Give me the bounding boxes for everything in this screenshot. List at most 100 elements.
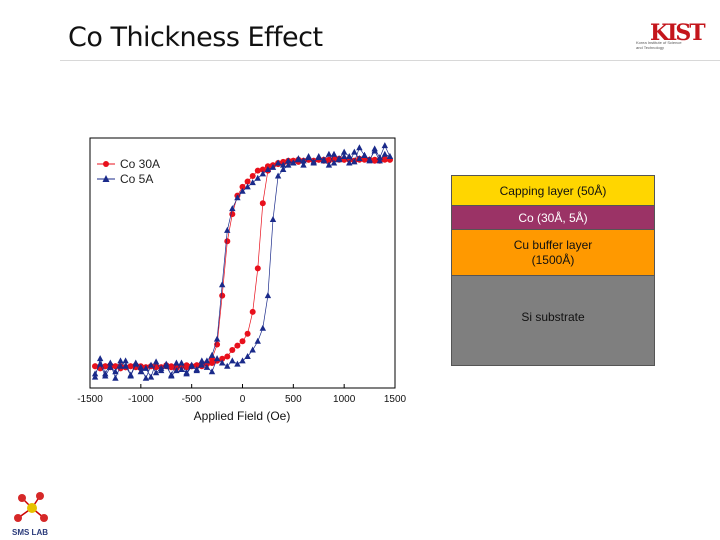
data-point (285, 161, 292, 168)
slide-title: Co Thickness Effect (68, 22, 323, 53)
data-point (127, 371, 134, 378)
data-point (234, 360, 241, 367)
data-point (137, 363, 145, 370)
data-point (249, 179, 256, 186)
data-point (152, 358, 160, 365)
data-point (381, 155, 388, 162)
x-tick-label: 0 (240, 394, 246, 405)
x-axis-label: Applied Field (Oe) (194, 409, 291, 423)
data-point (239, 183, 246, 190)
data-point (224, 238, 231, 245)
data-point (279, 166, 287, 173)
x-tick-label: -1000 (128, 394, 154, 405)
sms-lab-molecule-logo (14, 492, 48, 522)
data-point (269, 163, 277, 170)
data-point (254, 265, 261, 272)
data-point (310, 158, 317, 165)
data-point (208, 368, 216, 375)
data-point (249, 308, 256, 315)
data-point (147, 361, 155, 368)
data-point (203, 363, 211, 370)
legend: Co 30A Co 5A (97, 157, 160, 186)
layer-si-substrate: Si substrate (451, 275, 655, 366)
data-point (218, 359, 226, 366)
data-point (209, 360, 215, 366)
data-point (325, 150, 333, 157)
data-point (193, 362, 200, 369)
hysteresis-chart: -1500 -1000 -500 0 500 1000 1500 Applied Field… (77, 137, 407, 423)
data-point (178, 359, 185, 366)
data-point (254, 174, 261, 181)
x-tick-label: -1500 (77, 394, 103, 405)
data-point (381, 142, 389, 149)
layer-stack-diagram: Capping layer (50Å) Co (30Å, 5Å) Cu buff… (451, 175, 655, 366)
data-point (351, 158, 358, 165)
data-point (122, 357, 129, 364)
data-point (224, 353, 231, 360)
data-point (198, 357, 206, 364)
data-point (320, 156, 328, 163)
data-point (356, 155, 363, 162)
x-tick-label: 1000 (333, 394, 356, 405)
data-point (351, 148, 358, 155)
data-point (188, 362, 195, 369)
data-point (152, 369, 160, 376)
x-axis-ticks: -1500 -1000 -500 0 500 1000 1500 (77, 384, 407, 405)
data-point (173, 367, 180, 374)
data-point (142, 364, 150, 371)
data-point (213, 355, 221, 362)
data-point (259, 324, 267, 331)
data-point (249, 346, 256, 353)
layer-cu-buffer: Cu buffer layer (1500Å) (451, 229, 655, 275)
data-point (290, 159, 297, 166)
data-point (249, 173, 256, 179)
data-point (371, 157, 378, 164)
data-point (386, 152, 394, 159)
data-point (325, 161, 333, 168)
data-point (219, 292, 226, 299)
data-point (376, 157, 383, 164)
data-point (259, 200, 266, 207)
data-point (117, 362, 124, 369)
series-co-5a (91, 142, 394, 381)
data-point (315, 154, 322, 161)
data-point (142, 374, 150, 381)
plot-frame (89, 137, 396, 389)
data-point (147, 373, 155, 380)
data-point (91, 373, 99, 380)
data-point (254, 337, 261, 344)
data-point (264, 166, 272, 173)
data-point (244, 330, 251, 337)
legend-label-co-30a: Co 30A (120, 157, 160, 171)
kist-logo-letters: KIST (650, 20, 706, 46)
data-point (218, 281, 226, 288)
data-point (102, 363, 109, 370)
data-point (330, 150, 338, 157)
data-point (234, 342, 241, 349)
data-point (300, 161, 307, 168)
data-point (269, 216, 277, 223)
data-point (305, 152, 312, 159)
kist-logo-caption: Korea Institute of Science and Technolog… (636, 40, 682, 50)
data-point (224, 362, 231, 369)
data-marks (91, 142, 394, 381)
data-point (371, 147, 378, 154)
data-point (244, 178, 251, 185)
data-point (335, 155, 343, 162)
legend-label-co-5a: Co 5A (120, 172, 153, 186)
data-point (168, 372, 175, 379)
legend-marker-co-5a (102, 175, 110, 182)
kist-logo: KIST (650, 20, 708, 46)
data-point (219, 355, 226, 362)
x-tick-label: -500 (182, 394, 202, 405)
title-divider (60, 60, 720, 61)
data-point (127, 363, 134, 370)
data-point (102, 372, 109, 379)
data-point (163, 360, 170, 367)
data-point (112, 368, 119, 375)
layer-capping: Capping layer (50Å) (451, 175, 655, 205)
data-point (122, 362, 129, 369)
data-point (224, 226, 231, 233)
data-point (264, 292, 272, 299)
data-point (361, 151, 368, 158)
